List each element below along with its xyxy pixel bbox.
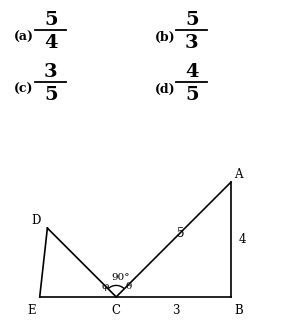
Text: E: E <box>28 304 36 317</box>
Text: (c): (c) <box>14 83 34 96</box>
Text: 5: 5 <box>44 86 58 104</box>
Text: 90°: 90° <box>112 273 130 282</box>
Text: (a): (a) <box>14 31 34 44</box>
Text: 5: 5 <box>185 86 199 104</box>
Text: φ: φ <box>102 282 109 291</box>
Text: 3: 3 <box>172 304 179 317</box>
Text: 4: 4 <box>44 34 58 52</box>
Text: (d): (d) <box>155 83 176 96</box>
Text: C: C <box>112 304 121 317</box>
Text: A: A <box>234 168 243 181</box>
Text: (b): (b) <box>155 31 176 44</box>
Text: B: B <box>234 304 243 317</box>
Text: 3: 3 <box>44 63 58 81</box>
Text: 3: 3 <box>185 34 199 52</box>
Text: 5: 5 <box>185 11 199 29</box>
Text: 4: 4 <box>239 233 246 246</box>
Text: 5: 5 <box>44 11 58 29</box>
Text: 4: 4 <box>185 63 199 81</box>
Text: θ: θ <box>125 282 132 291</box>
Text: 5: 5 <box>177 227 185 240</box>
Text: D: D <box>31 214 41 227</box>
